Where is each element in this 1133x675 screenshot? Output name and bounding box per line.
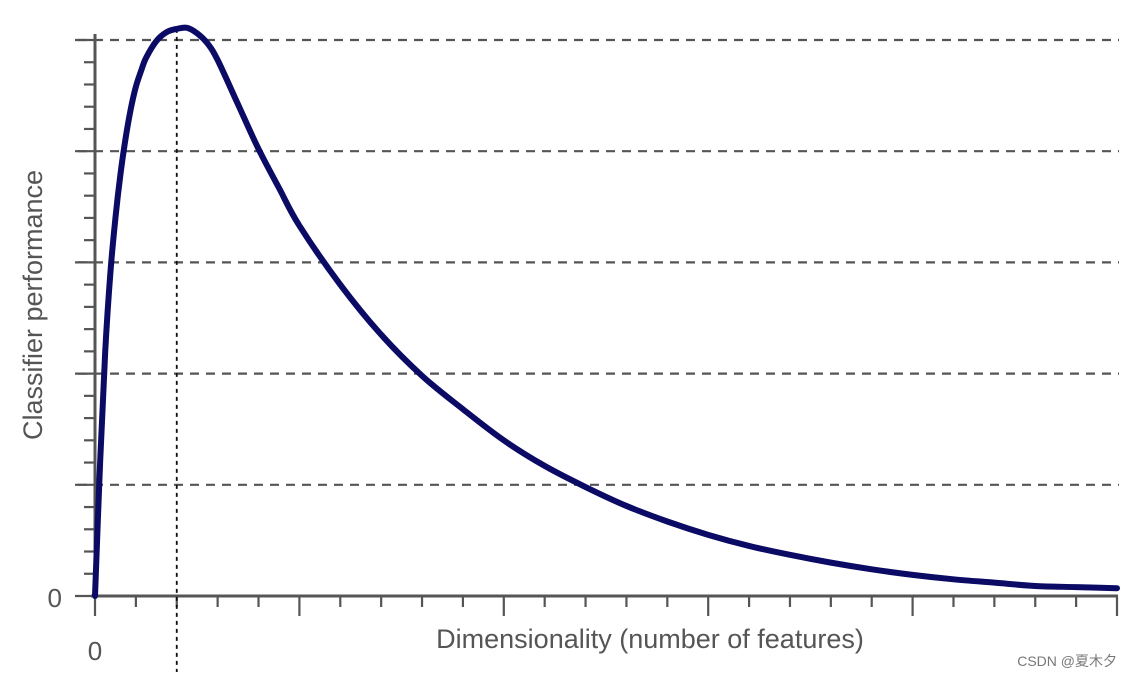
y-axis-label: Classifier performance (18, 170, 48, 440)
x-tick-label-0: 0 (88, 636, 102, 666)
x-axis-label: Dimensionality (number of features) (436, 624, 864, 654)
axes (91, 34, 1118, 598)
axis-ticks (75, 38, 1119, 616)
watermark-text: CSDN @夏木夕 (1017, 653, 1117, 669)
grid-lines (78, 38, 1119, 486)
y-tick-label-0: 0 (48, 583, 62, 613)
series-line-performance (92, 24, 1120, 599)
